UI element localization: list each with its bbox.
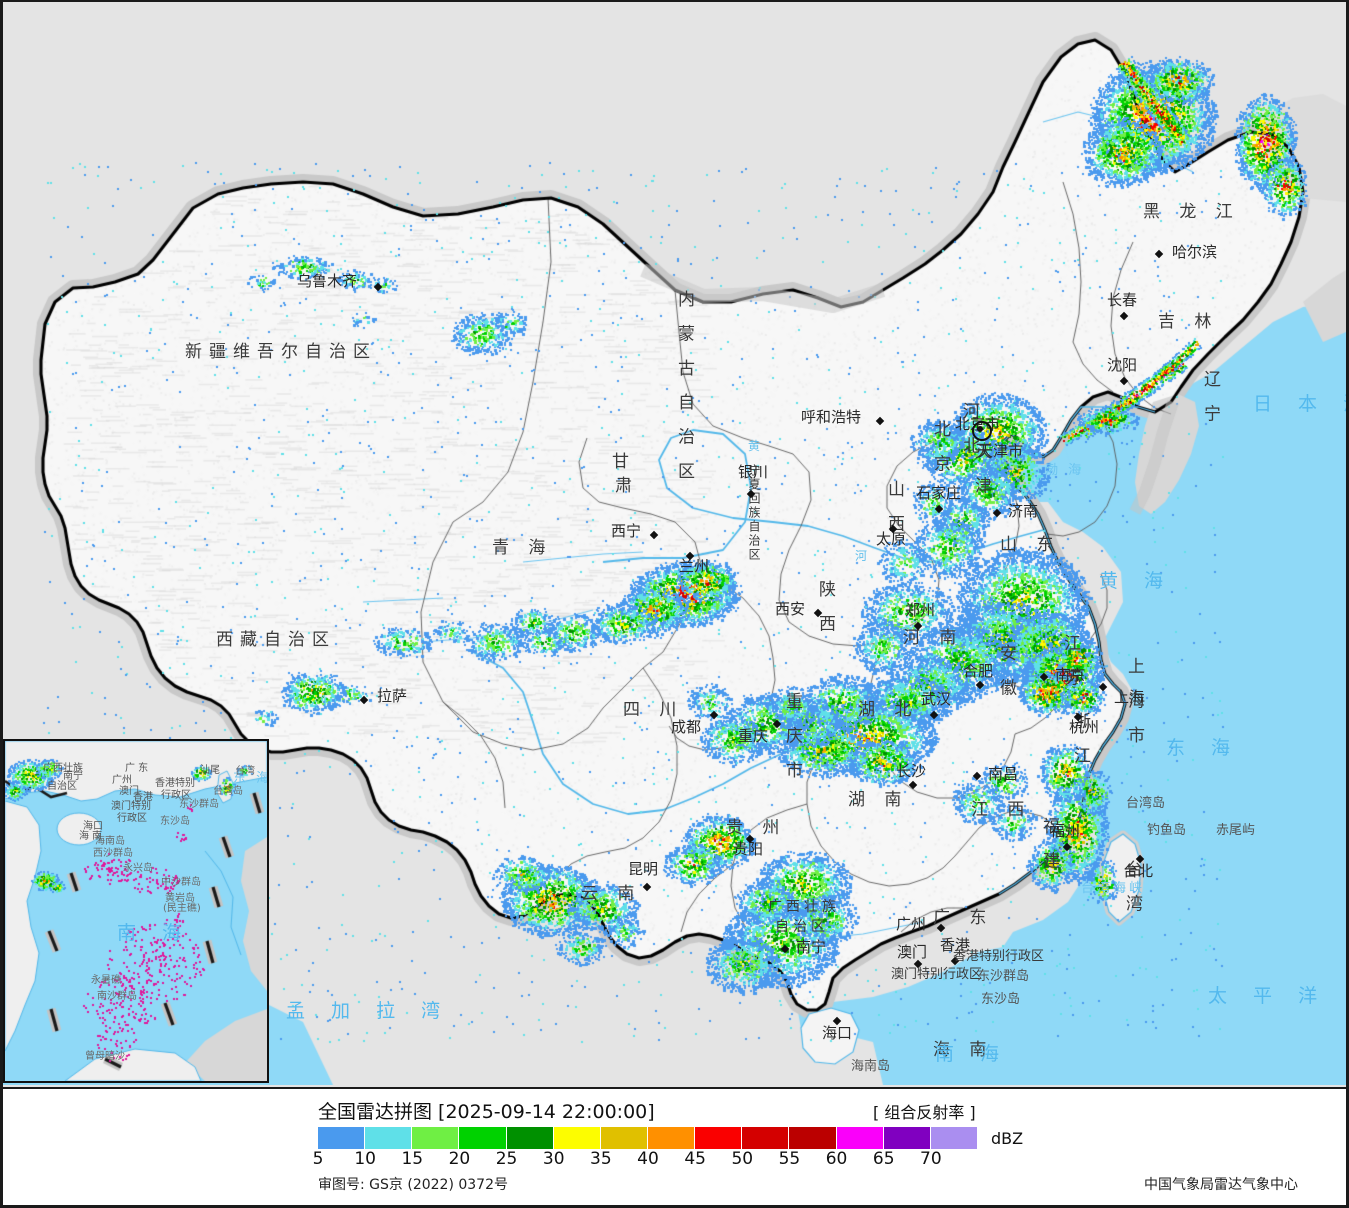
south-china-sea-inset-map[interactable]: 南 海东 海西沙群岛 中沙群岛 南沙群岛 东沙群岛 东沙岛 永兴岛 黄岩岛 (民主礁) 永暑礁曾… <box>3 739 269 1083</box>
colorbar-tick-25: 25 <box>495 1149 518 1169</box>
colorbar-tick-65: 65 <box>872 1149 895 1169</box>
colorbar-tick-45: 45 <box>684 1149 706 1169</box>
colorbar-tick-55: 55 <box>778 1149 801 1169</box>
colorbar-tick-30: 30 <box>542 1149 565 1169</box>
frame-top-border <box>0 0 1349 2</box>
colorbar-segment-60 <box>836 1127 883 1149</box>
colorbar-segment-50 <box>742 1127 789 1149</box>
colorbar-tick-70: 70 <box>920 1149 942 1169</box>
approval-number: 审图号: GS京 (2022) 0372号 <box>318 1177 508 1193</box>
radar-map[interactable]: 新疆维吾尔自治区 西藏自治区青 海四 川云 南贵 州湖 南湖 北江 西河 南山 东… <box>3 2 1346 1085</box>
dbz-unit-label: dBZ <box>991 1129 1024 1148</box>
colorbar-segment-55 <box>789 1127 836 1149</box>
colorbar-segment-65 <box>883 1127 930 1149</box>
colorbar-segment-35 <box>600 1127 647 1149</box>
page-title: 全国雷达拼图 [2025-09-14 22:00:00] <box>318 1101 655 1123</box>
colorbar-segment-45 <box>695 1127 742 1149</box>
footer-title-row: 全国雷达拼图 [2025-09-14 22:00:00] [ 组合反射率 ] <box>3 1095 1346 1123</box>
dbz-tick-labels: 5 10 15 20 25 30 35 40 45 50 55 60 65 70 <box>303 1149 1023 1171</box>
colorbar-segment-15 <box>412 1127 459 1149</box>
frame-left-border <box>0 0 3 1208</box>
frame-bottom-border <box>0 1205 1349 1208</box>
colorbar-tick-50: 50 <box>731 1149 754 1169</box>
legend-footer: 全国雷达拼图 [2025-09-14 22:00:00] [ 组合反射率 ] d… <box>3 1087 1346 1205</box>
product-type-label: [ 组合反射率 ] <box>873 1103 976 1122</box>
colorbar-segment-40 <box>648 1127 695 1149</box>
colorbar-segment-5 <box>318 1127 365 1149</box>
colorbar-segment-25 <box>506 1127 553 1149</box>
colorbar-segment-70 <box>930 1127 977 1149</box>
colorbar-tick-40: 40 <box>637 1149 659 1169</box>
colorbar-tick-10: 10 <box>354 1149 376 1169</box>
colorbar-tick-15: 15 <box>401 1149 424 1169</box>
dbz-colorbar <box>318 1127 978 1149</box>
colorbar-tick-5: 5 <box>312 1149 324 1169</box>
agency-name: 中国气象局雷达气象中心 <box>1144 1177 1298 1193</box>
colorbar-segment-30 <box>553 1127 600 1149</box>
colorbar-tick-60: 60 <box>825 1149 848 1169</box>
frame-right-border <box>1346 0 1349 1208</box>
colorbar-tick-20: 20 <box>448 1149 471 1169</box>
colorbar-segment-20 <box>459 1127 506 1149</box>
colorbar-tick-35: 35 <box>590 1149 612 1169</box>
colorbar-segment-10 <box>365 1127 412 1149</box>
inset-canvas <box>5 741 267 1081</box>
